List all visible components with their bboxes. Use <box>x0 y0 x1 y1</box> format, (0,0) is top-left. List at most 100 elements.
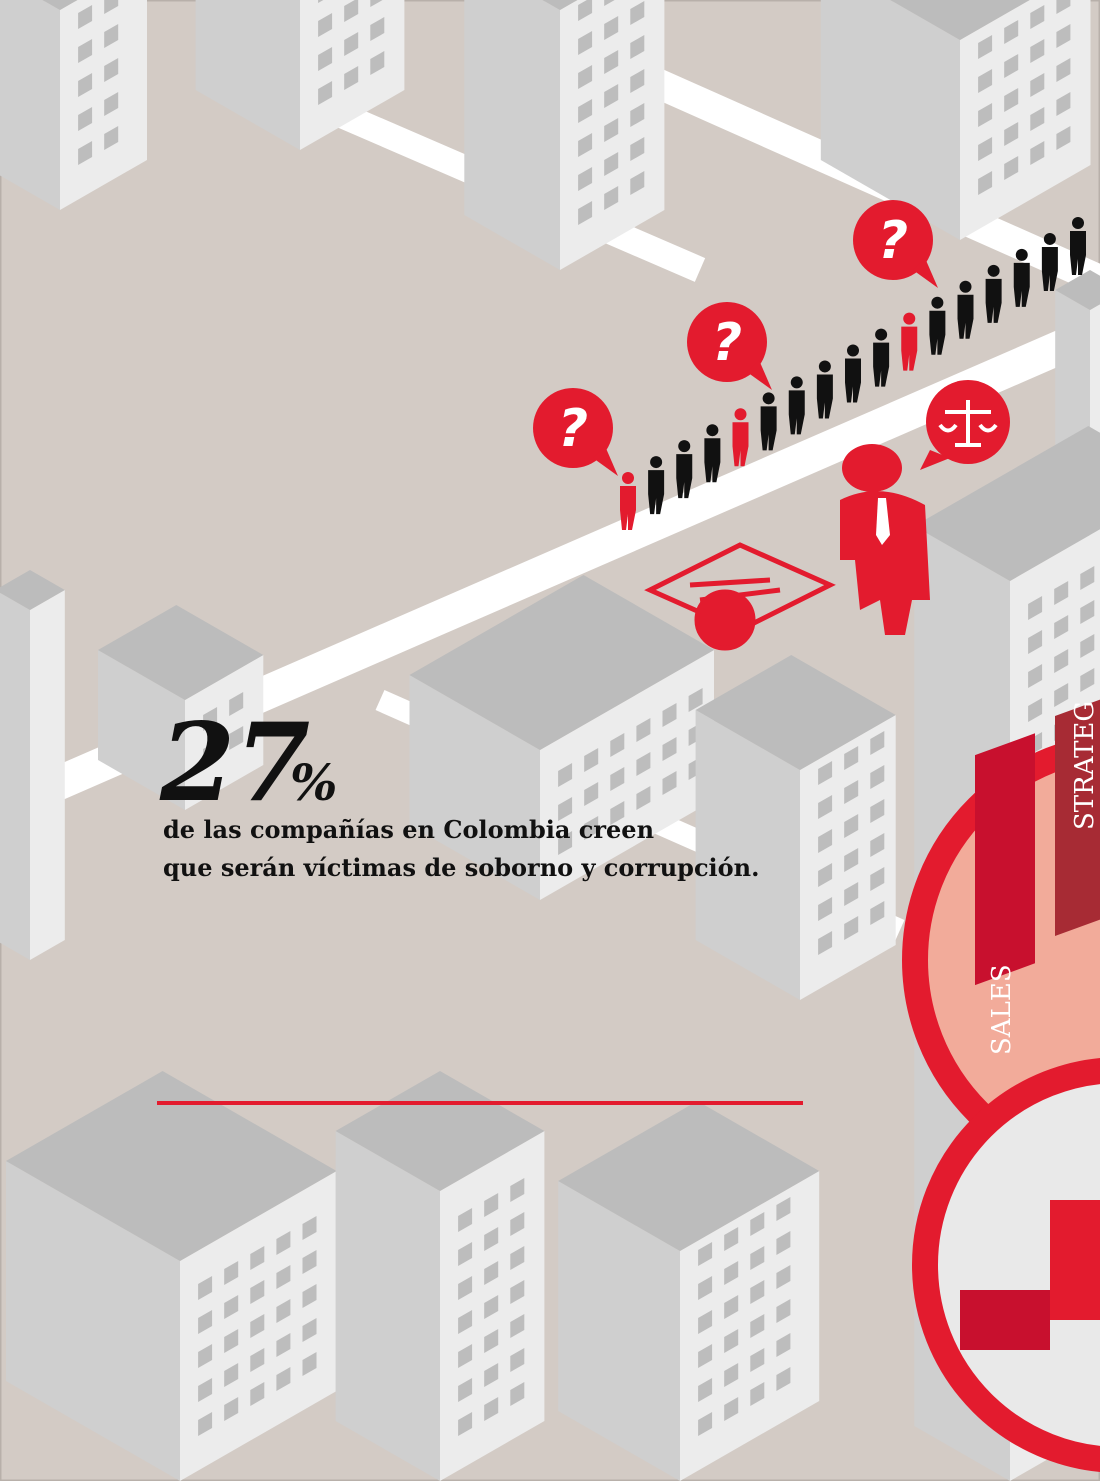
window <box>510 1280 525 1304</box>
window <box>844 746 859 770</box>
stat-line: de las compañías en Colombia creen <box>163 815 654 844</box>
person-body <box>704 438 721 483</box>
person-head <box>1072 217 1084 229</box>
scale-bubble <box>920 380 1010 470</box>
window <box>1004 156 1019 180</box>
building-roof <box>1055 270 1100 310</box>
building-roof <box>98 605 264 700</box>
window <box>978 171 993 195</box>
person-head <box>931 296 944 309</box>
window <box>578 31 593 55</box>
person-body <box>845 358 861 403</box>
window <box>630 103 645 127</box>
person-head <box>706 424 719 437</box>
stat-unit: % <box>290 753 338 812</box>
window <box>750 1212 765 1236</box>
building-side <box>6 1161 180 1481</box>
person-head <box>847 344 859 357</box>
window <box>604 0 615 6</box>
window <box>484 1261 499 1285</box>
window <box>604 152 619 176</box>
window <box>302 1352 317 1376</box>
window <box>318 47 333 71</box>
window <box>510 1348 525 1372</box>
building-side <box>185 655 264 810</box>
window <box>104 58 119 82</box>
window <box>776 1231 791 1255</box>
window <box>978 35 993 59</box>
building-roof <box>0 570 65 610</box>
window <box>750 1382 765 1406</box>
window <box>724 1397 739 1421</box>
window <box>698 1242 713 1266</box>
window <box>458 1276 473 1300</box>
person-body <box>676 454 693 499</box>
window <box>1028 664 1043 688</box>
window <box>724 1329 739 1353</box>
window <box>776 1333 791 1357</box>
window <box>724 1261 739 1285</box>
window <box>558 831 573 855</box>
building-side <box>695 710 800 1000</box>
bubble-tail <box>913 258 938 288</box>
building-roof <box>409 575 714 750</box>
window <box>776 1265 791 1289</box>
window <box>484 1193 499 1217</box>
building-roof <box>542 0 578 10</box>
person-head <box>818 360 831 373</box>
person-head <box>1015 248 1028 261</box>
window <box>510 1178 525 1202</box>
window <box>1028 698 1043 722</box>
person-body <box>648 470 665 515</box>
window <box>776 1299 791 1323</box>
window <box>198 1412 213 1436</box>
building-side <box>0 0 60 210</box>
window <box>698 1310 713 1334</box>
window <box>276 1299 291 1323</box>
building-side <box>98 650 185 810</box>
window <box>636 718 651 742</box>
window <box>78 107 93 131</box>
window <box>484 1363 499 1387</box>
window <box>484 1295 499 1319</box>
window <box>1054 615 1069 639</box>
bubble <box>687 302 767 382</box>
person-head <box>903 312 916 325</box>
window <box>302 1250 317 1274</box>
question-bubbles: ??? <box>533 200 938 476</box>
window <box>584 748 599 772</box>
window <box>776 1367 791 1391</box>
window <box>250 1314 265 1338</box>
person-body <box>957 294 974 339</box>
window <box>610 733 625 757</box>
window <box>302 1216 317 1240</box>
window <box>198 1276 213 1300</box>
window <box>578 167 593 191</box>
bubble <box>853 200 933 280</box>
window <box>224 1397 239 1421</box>
person-body <box>732 422 749 467</box>
window <box>662 771 677 795</box>
window <box>78 5 93 29</box>
window <box>1054 683 1069 707</box>
red-man <box>840 444 930 635</box>
window <box>1030 5 1045 29</box>
window <box>978 69 993 93</box>
window <box>458 1412 473 1436</box>
building-roof <box>6 1071 337 1261</box>
window <box>302 1318 317 1342</box>
window <box>698 1378 713 1402</box>
window <box>370 51 385 75</box>
person-body <box>873 342 890 387</box>
window <box>1056 58 1071 82</box>
window <box>724 1295 739 1319</box>
window <box>1004 122 1019 146</box>
window <box>484 1329 499 1353</box>
building-side <box>820 0 960 240</box>
window <box>318 81 333 105</box>
window <box>203 741 218 765</box>
window <box>870 765 885 789</box>
window <box>870 901 885 925</box>
window <box>688 688 703 712</box>
